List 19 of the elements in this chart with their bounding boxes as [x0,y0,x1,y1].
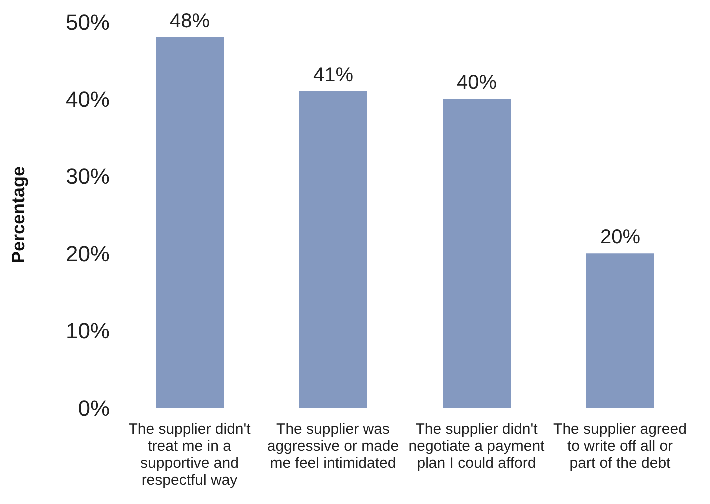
x-tick-label: The supplier didn't negotiate a payment plan I could afford [408,421,546,472]
y-tick-label: 50% [66,10,110,35]
y-tick-label: 30% [66,164,110,190]
y-tick-label: 40% [66,87,110,112]
data-label: 20% [600,226,641,249]
data-label: 41% [313,64,354,86]
bar [443,99,511,408]
y-axis-title: Percentage [8,166,28,264]
y-tick-label: 0% [78,396,110,421]
bar [300,91,368,408]
data-label: 40% [456,72,498,94]
bar [156,37,224,408]
y-tick-label: 20% [66,241,110,266]
bar [586,254,654,408]
x-tick-label: The supplier agreed to write off all or part of the debt [554,421,687,472]
x-tick-label: The supplier was aggressive or made me feel intimidated [267,421,400,472]
x-tick-label: The supplier didn't treat me in a supportive and respectful way [128,421,252,489]
data-label: 48% [170,10,210,32]
y-tick-label: 10% [66,318,110,344]
